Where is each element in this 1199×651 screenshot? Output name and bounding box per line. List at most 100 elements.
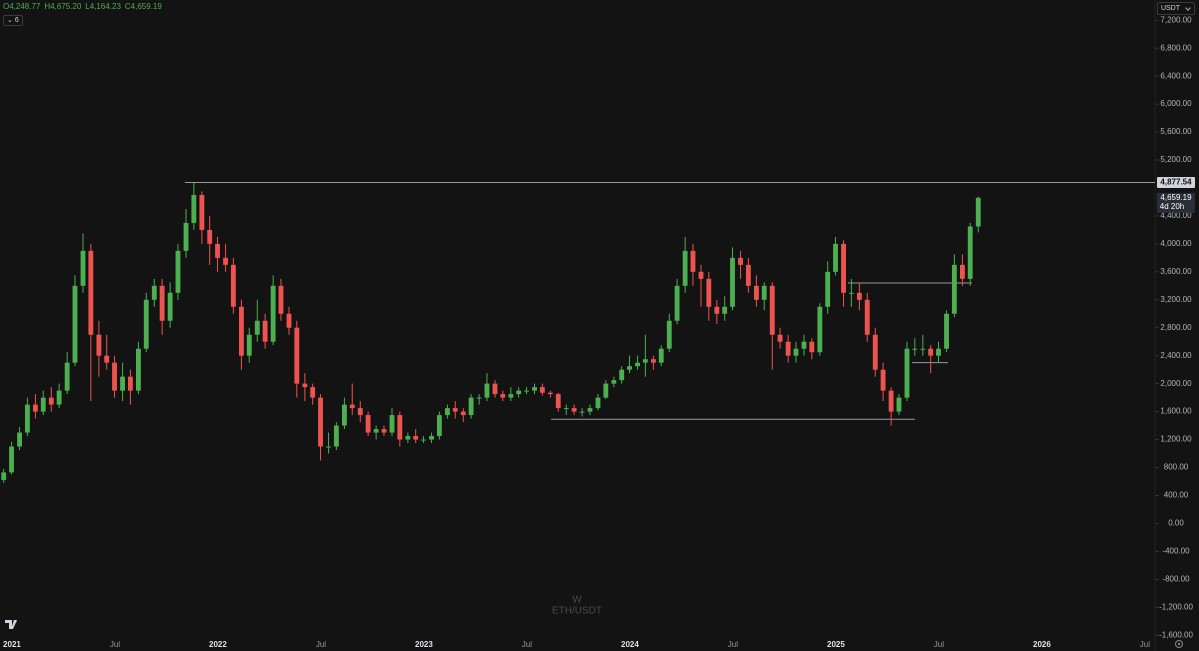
candle-body xyxy=(611,380,617,384)
y-tick-label: -1,200.00 xyxy=(1159,602,1193,611)
currency-select[interactable]: USDT xyxy=(1156,2,1195,15)
candle-body xyxy=(175,250,181,293)
candle-body xyxy=(421,439,426,441)
candle-body xyxy=(136,348,141,391)
candle-body xyxy=(33,404,38,412)
candle-body xyxy=(658,348,664,363)
x-tick-label: Jul xyxy=(110,640,120,649)
candle-body xyxy=(833,243,838,272)
candle-body xyxy=(365,415,371,433)
candle-body xyxy=(381,429,387,433)
candle-body xyxy=(896,397,902,412)
candle-body xyxy=(397,415,403,440)
candle-body xyxy=(223,257,228,265)
candle-body xyxy=(413,436,419,440)
candle-body xyxy=(246,334,252,356)
candle-body xyxy=(492,383,498,395)
candle-body xyxy=(270,285,276,342)
watermark-interval: W xyxy=(572,595,582,606)
candle-body xyxy=(1,472,7,481)
candle-body xyxy=(841,243,846,293)
candle-body xyxy=(793,348,799,356)
y-tick-label: 3,600.00 xyxy=(1160,267,1192,276)
candle-body xyxy=(666,320,672,349)
y-tick-label: 2,400.00 xyxy=(1160,351,1192,360)
candle-body xyxy=(698,271,704,279)
candle-body xyxy=(848,292,854,294)
candle-body xyxy=(714,306,720,314)
candle-body xyxy=(183,222,189,251)
y-tick-label: 6,000.00 xyxy=(1160,99,1192,108)
candle-body xyxy=(429,436,434,440)
candle-body xyxy=(920,348,926,350)
candle-body xyxy=(373,429,379,433)
candle-body xyxy=(571,408,577,412)
last-price-label: 4,659.19 xyxy=(1160,193,1192,202)
y-tick-label: 1,200.00 xyxy=(1160,435,1192,444)
candle-body xyxy=(207,229,213,244)
x-tick-label: 2026 xyxy=(1033,640,1051,649)
candle-body xyxy=(40,397,46,412)
candle-body xyxy=(333,425,339,447)
y-tick-label: 2,800.00 xyxy=(1160,323,1192,332)
level-price-box xyxy=(1157,177,1195,189)
candle-body xyxy=(745,264,751,286)
candle-body xyxy=(587,408,593,412)
candle-body xyxy=(722,306,728,314)
candle-body xyxy=(230,264,236,307)
settings-icon[interactable] xyxy=(1175,640,1183,648)
candle-body xyxy=(9,446,14,473)
candle-body xyxy=(912,348,918,350)
candle-body xyxy=(904,348,910,398)
candle-body xyxy=(872,334,878,370)
candle-body xyxy=(635,362,640,367)
candle-body xyxy=(112,362,117,391)
candle-body xyxy=(539,387,545,393)
candle-body xyxy=(603,383,609,398)
candle-body xyxy=(627,366,632,370)
candle-body xyxy=(318,397,323,447)
candle-body xyxy=(967,226,973,279)
candle-body xyxy=(864,299,870,335)
bar-countdown: 4d 20h xyxy=(1160,202,1184,211)
y-tick-label: -400.00 xyxy=(1162,546,1190,555)
candle-body xyxy=(405,436,411,440)
x-tick-label: Jul xyxy=(522,640,532,649)
candle-body xyxy=(215,243,220,258)
candle-body xyxy=(856,292,862,300)
candle-body xyxy=(357,408,363,416)
x-tick-label: Jul xyxy=(1140,640,1150,649)
candle-body xyxy=(460,411,466,416)
y-tick-label: 6,800.00 xyxy=(1160,43,1192,52)
candle-body xyxy=(88,250,94,335)
legend-low: L4,164.23 xyxy=(85,2,121,11)
indicators-count: 6 xyxy=(14,17,19,24)
candle-body xyxy=(532,387,537,391)
candle-body xyxy=(959,264,965,279)
candle-body xyxy=(682,250,688,286)
candle-body xyxy=(80,250,86,286)
currency-label: USDT xyxy=(1160,5,1180,12)
candle-body xyxy=(769,285,775,335)
candle-body xyxy=(143,299,149,349)
candle-body xyxy=(547,392,553,395)
candle-body xyxy=(888,390,894,412)
candle-body xyxy=(56,390,62,405)
level-price-label: 4,877.54 xyxy=(1160,178,1192,187)
candle-body xyxy=(238,306,244,356)
y-tick-label: 2,000.00 xyxy=(1160,379,1192,388)
ohlc-legend: O4,248.77 H4,675.20 L4,164.23 C4,659.19 xyxy=(3,2,162,11)
candle-body xyxy=(104,355,110,363)
candle-body xyxy=(151,285,157,300)
legend-close: C4,659.19 xyxy=(124,2,162,11)
candle-body xyxy=(120,376,125,391)
candle-body xyxy=(761,285,767,300)
indicators-toggle[interactable]: ⌄ 6 xyxy=(3,15,23,26)
candle-body xyxy=(48,397,54,405)
watermark-symbol: ETH/USDT xyxy=(552,606,602,617)
candle-body xyxy=(278,285,284,314)
candle-body xyxy=(642,359,648,363)
candle-body xyxy=(468,397,474,416)
candle-body xyxy=(444,408,450,416)
